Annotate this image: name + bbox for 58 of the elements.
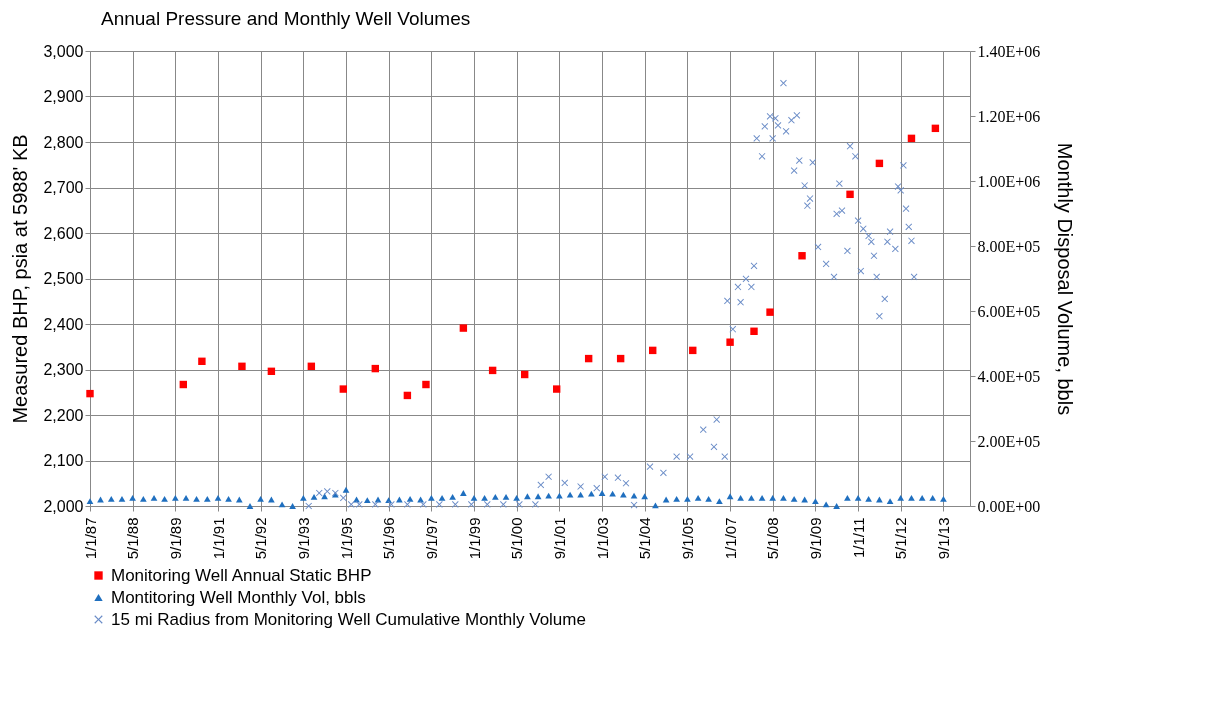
x-tick-label: 9/1/01 — [550, 517, 568, 560]
y-tick-label: 2,400 — [43, 315, 84, 333]
x-tick-label: 5/1/12 — [892, 517, 910, 560]
y-axis-title: Measured BHP, psia at 5988' KB — [9, 134, 32, 424]
x-tick-label: 5/1/04 — [636, 517, 654, 560]
point — [552, 385, 561, 393]
y2-tick-label: 2.00E+05 — [977, 432, 1041, 450]
point — [846, 190, 854, 199]
y-tick-label: 2,600 — [43, 224, 84, 242]
point — [750, 327, 758, 335]
y2-tick-label: 4.00E+05 — [977, 367, 1041, 385]
y2-tick-label: 8.00E+05 — [977, 237, 1041, 255]
y-tick-label: 2,000 — [43, 497, 84, 515]
x-tick-label: 1/1/11 — [849, 517, 867, 559]
y-tick-label: 2,700 — [43, 179, 84, 196]
chart-title: Annual Pressure and Monthly Well Volumes — [100, 8, 471, 29]
x-tick-label: 9/1/13 — [934, 517, 952, 560]
y-tick-label: 2,100 — [43, 452, 84, 469]
x-tick-label: 9/1/97 — [422, 517, 440, 560]
point — [238, 362, 246, 371]
legend-label: Monitoring Well Annual Static BHP — [111, 565, 372, 585]
point — [459, 324, 468, 332]
y2-axis-title: Monthly Disposal Volume, bbls — [1054, 142, 1077, 416]
legend-label: Montitoring Well Monthly Vol, bbls — [111, 587, 366, 607]
x-tick-label: 1/1/03 — [593, 517, 611, 560]
x-tick-label: 5/1/88 — [124, 517, 142, 560]
point — [766, 308, 774, 316]
point — [198, 357, 206, 366]
point — [798, 252, 806, 260]
x-tick-label: 5/1/00 — [508, 517, 526, 560]
y2-tick-label: 1.40E+06 — [977, 42, 1041, 60]
y2-tick-label: 1.00E+06 — [977, 172, 1041, 190]
y2-tick-label: 1.20E+06 — [977, 107, 1041, 125]
x-tick-label: 1/1/07 — [721, 517, 739, 560]
x-tick-label: 9/1/09 — [806, 517, 824, 560]
x-tick-label: 9/1/05 — [678, 517, 696, 560]
x-tick-label: 1/1/87 — [81, 517, 99, 560]
y-tick-label: 2,500 — [43, 270, 84, 287]
point — [86, 389, 94, 398]
y-tick-label: 2,900 — [43, 88, 84, 105]
point — [339, 385, 348, 393]
y2-tick-label: 0.00E+00 — [977, 497, 1041, 515]
x-tick-label: 5/1/08 — [764, 517, 782, 560]
y-tick-label: 2,300 — [43, 361, 84, 378]
x-tick-label: 5/1/96 — [380, 517, 398, 560]
x-tick-label: 5/1/92 — [252, 517, 270, 560]
x-tick-label: 1/1/95 — [337, 517, 355, 560]
y2-tick-label: 6.00E+05 — [977, 302, 1041, 320]
legend-label: 15 mi Radius from Monitoring Well Cumulative Monthly Volume — [111, 609, 586, 629]
point — [422, 380, 430, 389]
x-tick-label: 1/1/91 — [209, 517, 227, 560]
y-tick-label: 2,800 — [43, 133, 84, 151]
y-tick-label: 2,200 — [43, 406, 84, 424]
x-tick-label: 1/1/99 — [465, 517, 483, 560]
y-tick-label: 3,000 — [43, 42, 84, 60]
point — [726, 338, 734, 346]
x-tick-label: 9/1/93 — [294, 517, 312, 560]
x-tick-label: 9/1/89 — [166, 517, 184, 560]
